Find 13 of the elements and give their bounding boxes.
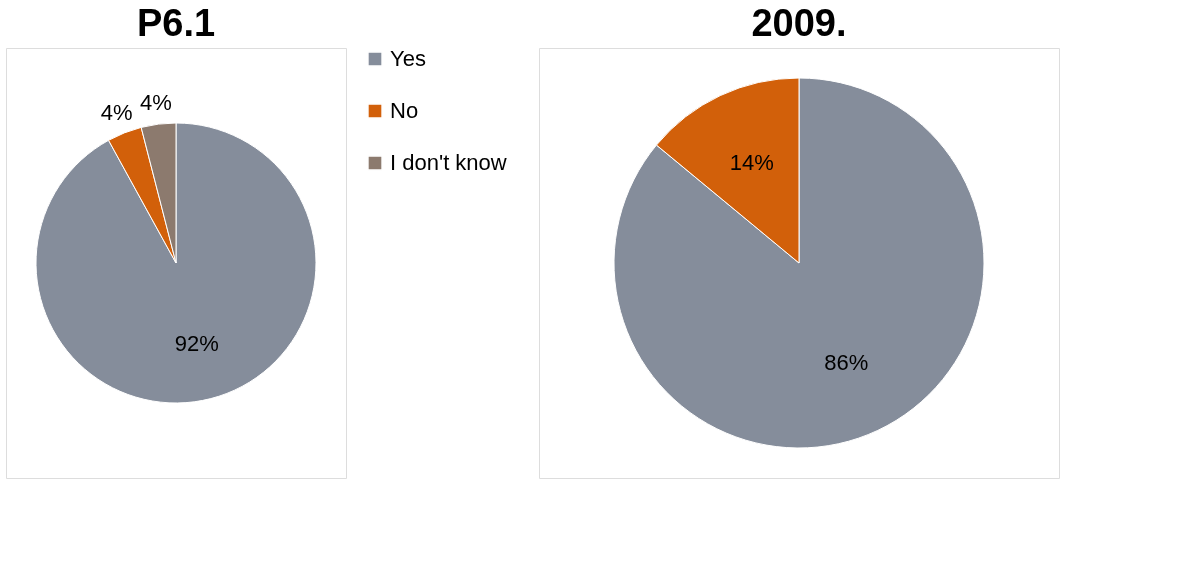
chart-title: P6.1 [136,2,216,44]
legend-label: I don't know [390,150,507,175]
data-label: 92% [174,331,219,357]
pie-slice [108,126,177,264]
data-label: 14% [729,149,774,175]
data-label: 86% [824,350,869,376]
legend-label: No [390,98,419,123]
pie-slice [613,77,985,449]
pie-slice [35,122,317,404]
chart-title: 2009. [751,2,847,44]
data-label: 4% [100,100,133,126]
legend-label: Yes [390,46,426,71]
data-label: 4% [139,90,172,116]
